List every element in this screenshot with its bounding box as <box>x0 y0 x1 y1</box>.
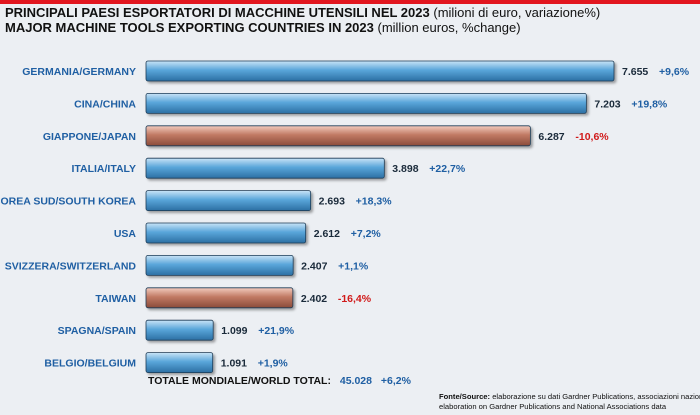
change-label: +9,6% <box>659 66 690 78</box>
bar <box>145 254 294 276</box>
top-accent-bar <box>0 0 700 4</box>
category-label: TAIWAN <box>95 293 136 305</box>
bar <box>145 287 294 309</box>
title-english-note: (million euros, %change) <box>377 20 521 35</box>
value-label: 2.407 <box>301 260 327 272</box>
change-label: +1,1% <box>338 260 369 272</box>
value-label: 1.091 <box>221 358 247 370</box>
bar <box>145 157 385 179</box>
change-label: +7,2% <box>351 228 382 240</box>
change-label: +21,9% <box>258 325 295 337</box>
world-total: TOTALE MONDIALE/WORLD TOTAL: 45.028 +6,2… <box>148 375 411 387</box>
source-line-1: Fonte/Source: elaborazione su dati Gardn… <box>439 392 700 402</box>
change-label: +1,9% <box>258 358 289 370</box>
bar <box>145 352 214 374</box>
value-label: 2.693 <box>319 196 345 208</box>
title-english-main: MAJOR MACHINE TOOLS EXPORTING COUNTRIES … <box>5 20 374 35</box>
value-label: 2.402 <box>301 293 327 305</box>
source-label: Fonte/Source: <box>439 392 491 401</box>
bar <box>145 93 587 114</box>
value-label: 1.099 <box>221 325 247 337</box>
value-label: 3.898 <box>392 163 418 175</box>
change-label: +18,3% <box>356 196 393 208</box>
value-label: 7.203 <box>594 98 620 110</box>
source-note: Fonte/Source: elaborazione su dati Gardn… <box>439 392 700 411</box>
change-label: -10,6% <box>575 131 609 143</box>
category-label: COREA SUD/SOUTH KOREA <box>0 196 136 208</box>
title-italian-main: PRINCIPALI PAESI ESPORTATORI DI MACCHINE… <box>5 5 430 20</box>
bar <box>145 125 531 147</box>
world-total-label: TOTALE MONDIALE/WORLD TOTAL: <box>148 375 331 387</box>
category-label: CINA/CHINA <box>74 98 136 110</box>
title-italian: PRINCIPALI PAESI ESPORTATORI DI MACCHINE… <box>5 5 695 20</box>
source-line-2: elaboration on Gardner Publications and … <box>439 401 667 411</box>
value-label: 7.655 <box>622 66 648 78</box>
category-label: GIAPPONE/JAPAN <box>43 131 136 143</box>
title-english: MAJOR MACHINE TOOLS EXPORTING COUNTRIES … <box>5 20 695 35</box>
category-label: USA <box>114 228 137 240</box>
bar <box>145 190 312 212</box>
value-label: 6.287 <box>538 131 564 143</box>
category-label: SPAGNA/SPAIN <box>58 325 136 337</box>
change-label: +19,8% <box>631 98 668 110</box>
world-total-value: 45.028 <box>339 375 372 387</box>
chart-titles: PRINCIPALI PAESI ESPORTATORI DI MACCHINE… <box>5 5 695 35</box>
source-text-1: elaborazione su dati Gardner Publication… <box>492 392 700 401</box>
category-label: BELGIO/BELGIUM <box>44 358 136 370</box>
bar <box>145 60 615 82</box>
category-label: ITALIA/ITALY <box>71 163 136 175</box>
bar <box>145 222 307 244</box>
change-label: +22,7% <box>429 163 466 175</box>
title-italian-note: (milioni di euro, variazione%) <box>433 5 601 20</box>
world-total-change: +6,2% <box>380 375 411 387</box>
category-label: GERMANIA/GERMANY <box>22 66 136 78</box>
category-label: SVIZZERA/SWITZERLAND <box>5 260 137 272</box>
value-label: 2.612 <box>314 228 340 240</box>
change-label: -16,4% <box>338 293 372 305</box>
bar <box>145 319 214 341</box>
